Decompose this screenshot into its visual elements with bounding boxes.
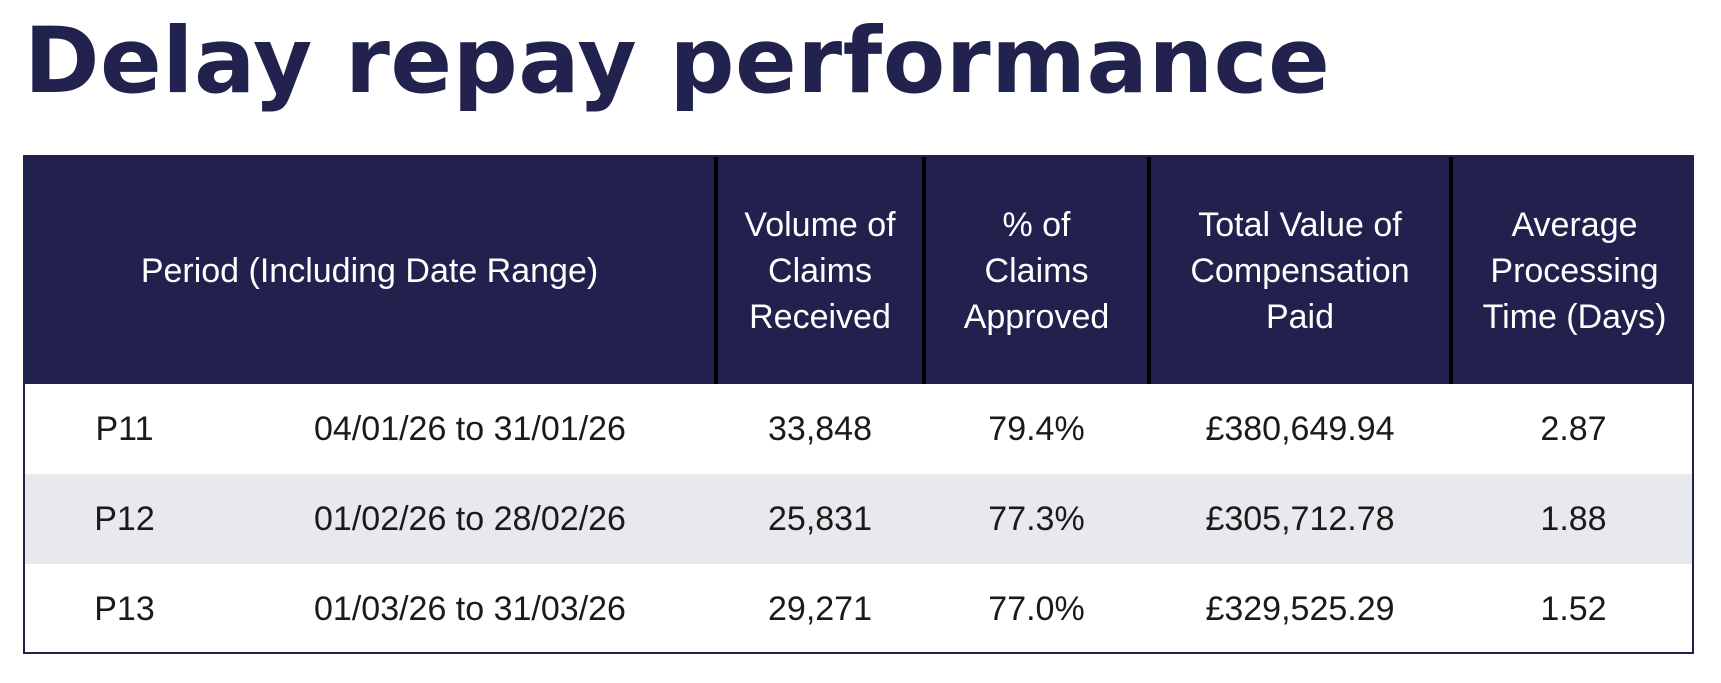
header-period: Period (Including Date Range) bbox=[25, 157, 716, 384]
cell-approved: 79.4% bbox=[924, 384, 1149, 474]
delay-repay-table: Period (Including Date Range) Volume of … bbox=[25, 157, 1692, 652]
cell-date-range: 01/02/26 to 28/02/26 bbox=[224, 474, 716, 564]
table-row: P11 04/01/26 to 31/01/26 33,848 79.4% £3… bbox=[25, 384, 1692, 474]
table-row: P13 01/03/26 to 31/03/26 29,271 77.0% £3… bbox=[25, 564, 1692, 652]
cell-approved: 77.0% bbox=[924, 564, 1149, 652]
cell-total-value: £329,525.29 bbox=[1149, 564, 1451, 652]
cell-date-range: 04/01/26 to 31/01/26 bbox=[224, 384, 716, 474]
cell-avg-time: 2.87 bbox=[1451, 384, 1692, 474]
cell-approved: 77.3% bbox=[924, 474, 1149, 564]
cell-volume: 25,831 bbox=[716, 474, 924, 564]
header-avg-time: Average Processing Time (Days) bbox=[1449, 157, 1692, 384]
cell-avg-time: 1.52 bbox=[1451, 564, 1692, 652]
cell-period: P13 bbox=[25, 564, 224, 652]
cell-period: P12 bbox=[25, 474, 224, 564]
cell-period: P11 bbox=[25, 384, 224, 474]
header-volume: Volume of Claims Received bbox=[714, 157, 924, 384]
header-total-value: Total Value of Compensation Paid bbox=[1147, 157, 1451, 384]
cell-total-value: £380,649.94 bbox=[1149, 384, 1451, 474]
cell-volume: 29,271 bbox=[716, 564, 924, 652]
page-title: Delay repay performance bbox=[24, 9, 1331, 114]
cell-avg-time: 1.88 bbox=[1451, 474, 1692, 564]
delay-repay-table-container: Period (Including Date Range) Volume of … bbox=[23, 155, 1694, 654]
cell-volume: 33,848 bbox=[716, 384, 924, 474]
header-approved: % of Claims Approved bbox=[922, 157, 1149, 384]
table-header-row: Period (Including Date Range) Volume of … bbox=[25, 157, 1692, 384]
cell-total-value: £305,712.78 bbox=[1149, 474, 1451, 564]
cell-date-range: 01/03/26 to 31/03/26 bbox=[224, 564, 716, 652]
table-row: P12 01/02/26 to 28/02/26 25,831 77.3% £3… bbox=[25, 474, 1692, 564]
